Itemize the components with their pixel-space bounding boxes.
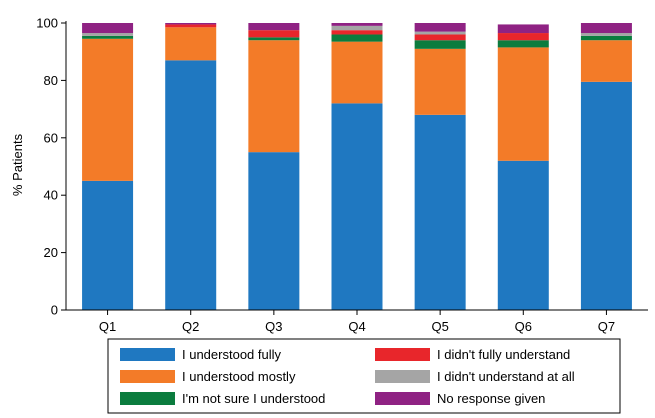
- bar-segment: [82, 36, 133, 39]
- bar-segment: [248, 30, 299, 37]
- bar-segment: [82, 181, 133, 310]
- legend-label: I understood mostly: [182, 369, 296, 384]
- legend-swatch: [120, 348, 175, 361]
- bar-segment: [332, 23, 383, 26]
- bar-segment: [82, 33, 133, 36]
- bar-segment: [165, 23, 216, 24]
- x-tick-label: Q7: [598, 319, 615, 334]
- x-tick-label: Q4: [348, 319, 365, 334]
- bar-segment: [165, 24, 216, 27]
- bar-segment: [248, 152, 299, 310]
- bar-segment: [165, 60, 216, 310]
- legend-label: I didn't understand at all: [437, 369, 575, 384]
- legend-swatch: [375, 348, 430, 361]
- bar-segment: [581, 23, 632, 33]
- bar-segment: [581, 82, 632, 310]
- bar-segment: [332, 103, 383, 310]
- x-tick-label: Q2: [182, 319, 199, 334]
- bar-segment: [498, 40, 549, 47]
- bar-segment: [248, 23, 299, 30]
- bar-segment: [332, 30, 383, 34]
- y-axis-title: % Patients: [10, 133, 25, 196]
- legend-label: No response given: [437, 391, 545, 406]
- bar-group: [82, 23, 632, 310]
- bar-segment: [332, 34, 383, 41]
- legend-label: I understood fully: [182, 347, 282, 362]
- bar-segment: [581, 33, 632, 36]
- bar-segment: [498, 33, 549, 40]
- bar-segment: [248, 37, 299, 40]
- bar-segment: [415, 34, 466, 40]
- legend-swatch: [375, 370, 430, 383]
- bar-segment: [415, 115, 466, 310]
- bar-segment: [415, 49, 466, 115]
- legend-label: I'm not sure I understood: [182, 391, 325, 406]
- x-tick-label: Q1: [99, 319, 116, 334]
- bar-segment: [332, 42, 383, 104]
- x-tick-label: Q3: [265, 319, 282, 334]
- bar-segment: [498, 161, 549, 310]
- x-tick-label: Q5: [431, 319, 448, 334]
- y-tick-label: 40: [44, 188, 58, 203]
- bar-segment: [248, 40, 299, 152]
- bar-segment: [82, 39, 133, 181]
- legend-swatch: [375, 392, 430, 405]
- legend-swatch: [120, 392, 175, 405]
- bar-segment: [498, 24, 549, 33]
- y-ticks: 0 20 40 60 80 100: [36, 16, 66, 318]
- legend-label: I didn't fully understand: [437, 347, 570, 362]
- x-ticks: Q1 Q2 Q3 Q4 Q5 Q6 Q7: [99, 310, 615, 334]
- y-tick-label: 100: [36, 16, 58, 31]
- y-tick-label: 0: [51, 303, 58, 318]
- bar-segment: [332, 26, 383, 30]
- y-tick-label: 80: [44, 73, 58, 88]
- x-tick-label: Q6: [515, 319, 532, 334]
- bar-segment: [82, 23, 133, 33]
- y-tick-label: 60: [44, 130, 58, 145]
- bar-segment: [415, 32, 466, 35]
- bar-segment: [415, 40, 466, 49]
- bar-segment: [581, 40, 632, 82]
- bar-segment: [415, 23, 466, 32]
- y-tick-label: 20: [44, 245, 58, 260]
- bar-segment: [165, 27, 216, 60]
- bar-segment: [581, 36, 632, 40]
- legend: I understood fully I didn't fully underst…: [108, 339, 620, 413]
- bar-segment: [498, 47, 549, 160]
- legend-swatch: [120, 370, 175, 383]
